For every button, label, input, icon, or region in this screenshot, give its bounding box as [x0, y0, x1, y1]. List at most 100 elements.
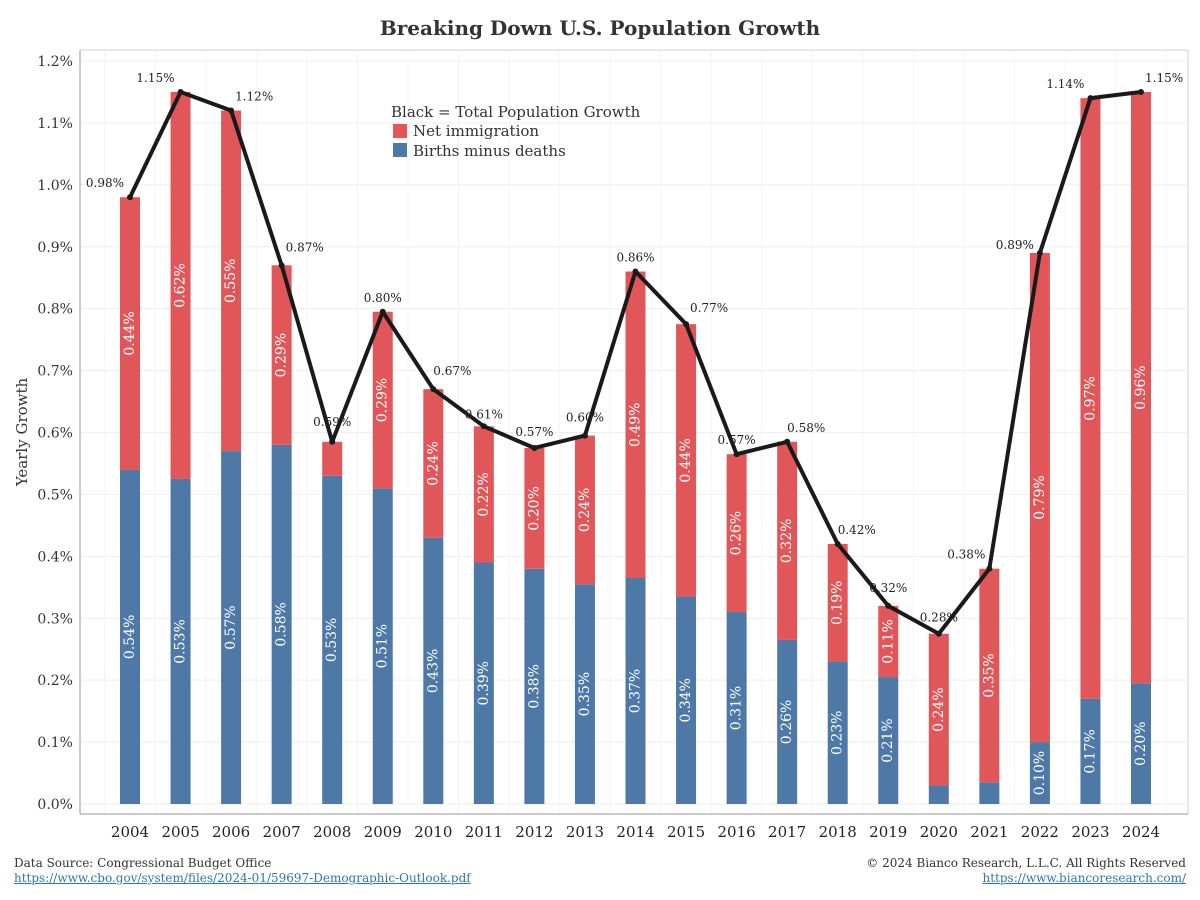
births-label-2023: 0.17%: [1082, 729, 1098, 773]
x-tick-label: 2012: [515, 823, 553, 841]
total-point-2013: [581, 432, 588, 439]
total-point-2017: [784, 438, 791, 445]
y-tick-label: 0.8%: [37, 302, 73, 318]
bar-immigration-2008: [322, 441, 343, 476]
total-label-2024: 1.15%: [1145, 71, 1183, 85]
bar-immigration-2009: [372, 311, 393, 489]
total-point-2010: [430, 386, 437, 393]
bar-births-2015: [676, 596, 697, 804]
source-link[interactable]: https://www.cbo.gov/system/files/2024-01…: [14, 871, 471, 885]
bar-immigration-2016: [726, 454, 747, 613]
immigration-label-2018: 0.19%: [830, 581, 846, 625]
y-tick-label: 0.7%: [37, 364, 73, 380]
bar-immigration-2013: [574, 435, 595, 585]
bar-labels: 0.54% 0.44% 0.53% 0.62% 0.57% 0.55% 0.58% 0.29%…: [122, 259, 1149, 796]
immigration-label-2022: 0.79%: [1032, 475, 1048, 519]
immigration-label-2015: 0.44%: [678, 438, 694, 482]
footer-source: Data Source: Congressional Budget Office…: [14, 856, 471, 886]
bar-births-2007: [271, 444, 292, 804]
total-label-2011: 0.61%: [465, 407, 503, 421]
births-label-2022: 0.10%: [1032, 751, 1048, 795]
total-label-2009: 0.80%: [364, 291, 402, 305]
total-point-2014: [632, 268, 639, 275]
bar-births-2014: [625, 578, 646, 804]
births-label-2024: 0.20%: [1133, 721, 1149, 765]
y-tick-label: 0.2%: [37, 673, 73, 689]
bar-immigration-2017: [777, 441, 798, 640]
bar-immigration-2015: [676, 324, 697, 597]
immigration-label-2016: 0.26%: [729, 511, 745, 555]
x-tick-label: 2020: [920, 823, 958, 841]
x-tick-label: 2011: [465, 823, 503, 841]
y-tick-label: 0.0%: [37, 797, 73, 813]
immigration-label-2005: 0.62%: [173, 263, 189, 307]
x-tick-label: 2008: [313, 823, 351, 841]
total-point-2020: [935, 630, 942, 637]
y-tick-label: 1.1%: [37, 116, 73, 132]
bars: [120, 91, 1151, 804]
total-point-2016: [733, 451, 740, 458]
bar-immigration-2018: [827, 543, 848, 662]
y-axis-label: Yearly Growth: [13, 377, 31, 487]
births-label-2019: 0.21%: [880, 718, 896, 762]
bar-immigration-2024: [1131, 91, 1151, 684]
immigration-label-2014: 0.49%: [628, 403, 644, 447]
bar-births-2006: [221, 451, 242, 804]
total-label-2014: 0.86%: [616, 251, 654, 265]
total-label-2005: 1.15%: [136, 71, 174, 85]
total-point-2011: [480, 423, 487, 430]
births-label-2009: 0.51%: [375, 624, 391, 668]
total-point-2019: [885, 602, 892, 609]
immigration-label-2013: 0.24%: [577, 488, 593, 532]
bar-immigration-2014: [625, 271, 646, 579]
footer-copyright: © 2024 Bianco Research, L.L.C. All Right…: [866, 856, 1186, 886]
immigration-label-2024: 0.96%: [1133, 365, 1149, 409]
total-line-layer: 0.98% 1.15% 1.12% 0.87% 0.59% 0.80% 0.67% 0.61%…: [86, 71, 1183, 637]
legend-label-births: Births minus deaths: [413, 142, 566, 160]
immigration-label-2010: 0.24%: [425, 441, 441, 485]
x-tick-label: 2019: [869, 823, 907, 841]
x-tick-label: 2015: [667, 823, 705, 841]
x-tick-label: 2023: [1071, 823, 1109, 841]
total-label-2015: 0.77%: [690, 301, 728, 315]
y-tick-label: 0.3%: [37, 611, 73, 627]
bar-births-2009: [372, 488, 393, 804]
x-tick-label: 2013: [566, 823, 604, 841]
y-tick-label: 1.0%: [37, 178, 73, 194]
source-label: Data Source: Congressional Budget Office: [14, 856, 272, 870]
total-label-2010: 0.67%: [433, 364, 471, 378]
births-label-2007: 0.58%: [274, 602, 290, 646]
y-tick-label: 0.1%: [37, 735, 73, 751]
x-tick-label: 2018: [819, 823, 857, 841]
bar-births-2023: [1080, 698, 1101, 804]
immigration-label-2019: 0.11%: [880, 619, 896, 663]
total-label-2006: 1.12%: [235, 90, 273, 104]
bar-births-2005: [170, 478, 191, 804]
x-tick-label: 2014: [616, 823, 654, 841]
total-point-2018: [834, 540, 841, 547]
births-label-2005: 0.53%: [173, 619, 189, 663]
births-label-2018: 0.23%: [830, 711, 846, 755]
site-link[interactable]: https://www.biancoresearch.com/: [982, 871, 1186, 885]
births-label-2016: 0.31%: [729, 686, 745, 730]
immigration-label-2007: 0.29%: [274, 333, 290, 377]
total-label-2020: 0.28%: [920, 611, 958, 625]
y-tick-label: 0.4%: [37, 549, 73, 565]
bar-immigration-2023: [1080, 98, 1101, 699]
total-label-2008: 0.59%: [313, 415, 351, 429]
chart-title: Breaking Down U.S. Population Growth: [379, 16, 821, 40]
x-tick-label: 2006: [212, 823, 250, 841]
total-label-2018: 0.42%: [838, 523, 876, 537]
x-tick-label: 2004: [111, 823, 149, 841]
bar-births-2024: [1131, 683, 1151, 804]
total-point-2015: [683, 321, 690, 328]
bar-births-2017: [777, 639, 798, 804]
births-label-2015: 0.34%: [678, 678, 694, 722]
bar-births-2022: [1029, 742, 1050, 804]
y-tick-label: 0.6%: [37, 426, 73, 442]
total-point-2007: [278, 262, 285, 269]
total-label-2021: 0.38%: [947, 548, 985, 562]
total-point-2012: [531, 444, 538, 451]
total-label-2007: 0.87%: [286, 240, 324, 254]
immigration-label-2006: 0.55%: [223, 259, 239, 303]
